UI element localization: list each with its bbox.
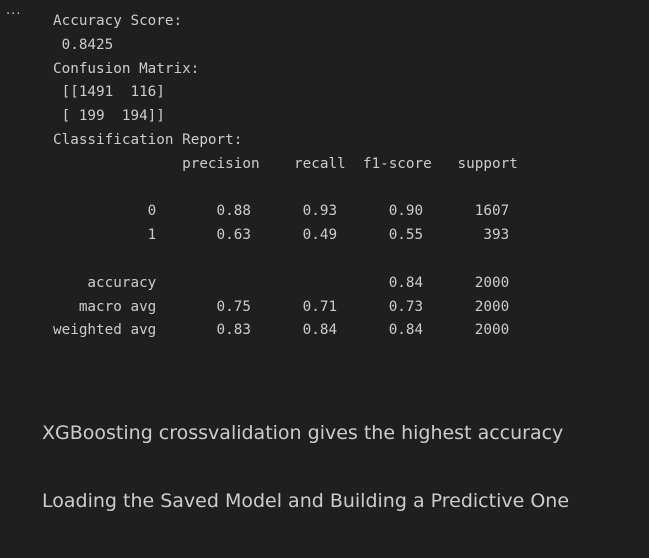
cell-output: ··· Accuracy Score: 0.8425 Confusion Mat… [6, 7, 518, 343]
markdown-text: Loading the Saved Model and Building a P… [42, 490, 570, 512]
output-line: 0.8425 [53, 36, 114, 53]
output-line: Classification Report: [53, 131, 243, 148]
output-line: [[1491 116] [53, 84, 165, 101]
output-line: 0 0.88 0.93 0.90 1607 [53, 203, 510, 220]
output-line: [ 199 194]] [53, 108, 165, 125]
output-line: 1 0.63 0.49 0.55 393 [53, 227, 510, 244]
output-line: accuracy 0.84 2000 [53, 274, 510, 291]
output-line: Accuracy Score: [53, 13, 183, 29]
output-line: Confusion Matrix: [53, 60, 200, 77]
output-line: macro avg 0.75 0.71 0.73 2000 [53, 298, 510, 315]
output-line: precision recall f1-score support [53, 155, 518, 172]
output-text: Accuracy Score: 0.8425 Confusion Matrix:… [53, 10, 518, 343]
markdown-text: XGBoosting crossvalidation gives the hig… [42, 422, 564, 444]
more-horizontal-icon[interactable]: ··· [6, 7, 22, 22]
output-line: weighted avg 0.83 0.84 0.84 2000 [53, 322, 510, 339]
